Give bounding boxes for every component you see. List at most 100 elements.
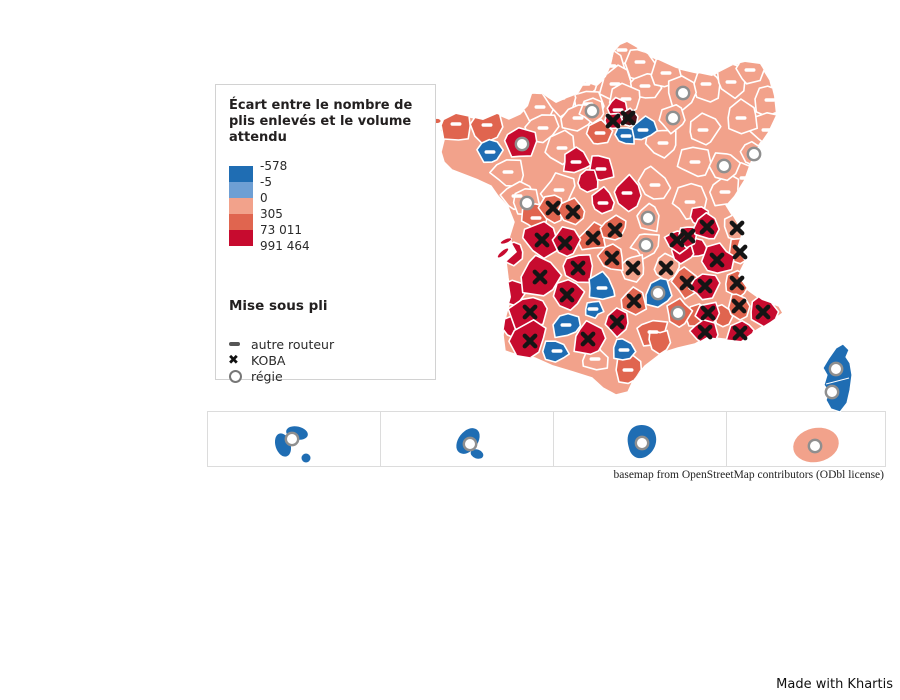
regie-circle-symbol [514, 136, 530, 152]
basemap-attribution: basemap from OpenStreetMap contributors … [613, 469, 885, 481]
legend-title: Écart entre le nombre de plis enlevés et… [229, 98, 413, 145]
autre-routeur-dash-symbol [639, 84, 651, 88]
legend-color-swatch [229, 230, 253, 246]
legend-panel: Écart entre le nombre de plis enlevés et… [215, 84, 436, 384]
legend-color-swatch [229, 166, 253, 182]
autre-routeur-dash-symbol [761, 128, 773, 132]
legend-scale-label: 0 [260, 191, 268, 205]
autre-routeur-dash-symbol [622, 368, 634, 372]
autre-routeur-dash-symbol [609, 82, 621, 86]
autre-routeur-dash-symbol [596, 286, 608, 290]
koba-x-symbol [669, 232, 685, 248]
legend-scale-label: -5 [260, 175, 272, 189]
department-cell [588, 270, 616, 301]
autre-routeur-dash-symbol [502, 170, 514, 174]
koba-x-symbol [532, 269, 548, 285]
legend-symbols-title: Mise sous pli [229, 298, 328, 314]
autre-routeur-dash-symbol [616, 48, 628, 52]
autre-routeur-dash-symbol [595, 167, 607, 171]
koba-x-symbol [522, 333, 538, 349]
regie-circle-symbol [670, 305, 686, 321]
autre-routeur-dash-symbol [579, 82, 591, 86]
department-cell [591, 185, 616, 215]
koba-x-symbol [570, 260, 586, 276]
autre-routeur-dash-symbol [553, 188, 565, 192]
autre-routeur-dash-symbol [744, 68, 756, 72]
koba-x-symbol [729, 220, 745, 236]
koba-x-symbol [680, 228, 696, 244]
koba-x-symbol [679, 275, 695, 291]
autre-routeur-dash-symbol [589, 357, 601, 361]
autre-routeur-dash-symbol [556, 146, 568, 150]
koba-x-symbol [545, 200, 561, 216]
island [499, 237, 513, 245]
legend-color-scale: -578 -5 0 305 73 011 991 464 [229, 159, 435, 258]
department-symbols-layer [450, 48, 776, 372]
autre-routeur-dash-symbol [764, 98, 776, 102]
autre-routeur-dash-symbol [450, 122, 462, 126]
koba-x-symbol [565, 204, 581, 220]
koba-x-symbol [609, 314, 625, 330]
koba-x-symbol [580, 331, 596, 347]
koba-x-symbol [700, 305, 716, 321]
corsica-border [825, 377, 850, 385]
koba-x-symbol [626, 293, 642, 309]
legend-symbol-label: régie [251, 368, 283, 384]
legend-symbol-row: régie [229, 368, 435, 384]
autre-routeur-dash-symbol [620, 134, 632, 138]
legend-color-swatch [229, 182, 253, 198]
island [497, 247, 509, 259]
koba-x-symbol [522, 304, 538, 320]
koba-x-symbol [559, 287, 575, 303]
autre-routeur-dash-symbol [554, 96, 566, 100]
regie-circle-symbol [519, 195, 535, 211]
regie-circle-symbol [824, 384, 840, 400]
legend-symbols-list: autre routeur ✖ KOBA régie [228, 336, 435, 384]
koba-x-symbol [731, 298, 747, 314]
autre-routeur-dash-symbol [511, 194, 523, 198]
regie-circle-symbol [640, 210, 656, 226]
regie-circle-symbol [746, 146, 762, 162]
koba-x-symbol [699, 219, 715, 235]
koba-x-symbol [732, 325, 748, 341]
autre-routeur-dash-symbol [735, 116, 747, 120]
autre-routeur-dash-icon [229, 342, 251, 346]
department-cell [577, 169, 599, 193]
autre-routeur-dash-symbol [660, 71, 672, 75]
legend-symbol-label: KOBA [251, 352, 286, 368]
regie-circle-symbol [650, 285, 666, 301]
autre-routeur-dash-symbol [618, 348, 630, 352]
autre-routeur-dash-symbol [684, 200, 696, 204]
inset-martinique [456, 428, 484, 459]
autre-routeur-dash-symbol [572, 116, 584, 120]
legend-symbol-row: autre routeur [229, 336, 435, 352]
autre-routeur-dash-symbol [605, 64, 617, 68]
legend-scale-label: 73 011 [260, 223, 302, 237]
autre-routeur-dash-symbol [570, 160, 582, 164]
autre-routeur-dash-symbol [484, 150, 496, 154]
regie-circle-symbol [462, 436, 478, 452]
autre-routeur-dash-symbol [725, 80, 737, 84]
legend-scale-label: 305 [260, 207, 283, 221]
autre-routeur-dash-symbol [649, 183, 661, 187]
koba-x-symbol [697, 324, 713, 340]
legend-color-swatch [229, 214, 253, 230]
koba-x-symbol [729, 275, 745, 291]
koba-x-symbol [755, 304, 771, 320]
autre-routeur-dash-symbol [594, 131, 606, 135]
autre-routeur-dash-symbol [551, 349, 563, 353]
department-cells-layer [440, 42, 783, 385]
koba-x-symbol [585, 230, 601, 246]
regie-circle-symbol [284, 431, 300, 447]
autre-routeur-dash-symbol [620, 97, 632, 101]
legend-symbol-label: autre routeur [251, 336, 335, 352]
autre-routeur-dash-symbol [739, 176, 751, 180]
legend-symbol-row: ✖ KOBA [228, 352, 435, 368]
department-cell [648, 329, 672, 356]
koba-x-symbol [658, 260, 674, 276]
autre-routeur-dash-symbol [530, 216, 542, 220]
koba-x-symbol [625, 260, 641, 276]
regie-circle-icon [229, 369, 251, 383]
autre-routeur-dash-symbol [719, 190, 731, 194]
